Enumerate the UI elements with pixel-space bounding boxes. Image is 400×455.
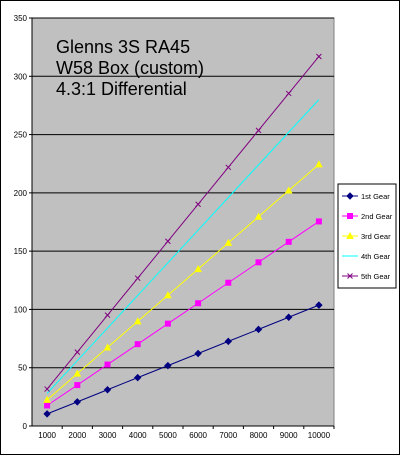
x-axis: 1000 2000 3000 4000 5000 6000 7000 8000 9000 1000… (32, 425, 335, 440)
x-tick-label: 10000 (308, 431, 331, 440)
data-point (255, 127, 262, 134)
data-point (224, 238, 233, 246)
data-point (133, 373, 142, 382)
chart-title: Glenns 3S RA45 W58 Box (custom) 4.3:1 Di… (56, 37, 204, 99)
data-point (164, 361, 172, 370)
legend-label: 3rd Gear (361, 232, 391, 241)
data-point (285, 238, 292, 245)
y-tick-label: 150 (14, 247, 28, 256)
data-point (225, 279, 232, 286)
data-point (104, 361, 111, 368)
legend: 1st Gear 2nd Gear 3rd Gear 4th Gear 5th Gear (337, 183, 397, 289)
data-point (194, 265, 202, 273)
data-point (315, 301, 323, 309)
title-line-3: 4.3:1 Differential (56, 79, 187, 99)
data-point (254, 325, 263, 334)
x-tick-label: 5000 (159, 431, 177, 440)
legend-label: 2nd Gear (361, 212, 393, 221)
y-tick-label: 300 (14, 72, 28, 81)
y-tick-label: 350 (14, 14, 28, 23)
data-point (103, 343, 112, 351)
legend-label: 1st Gear (361, 192, 390, 201)
x-tick-label: 4000 (129, 431, 147, 440)
y-axis: 0 50 100 150 200 250 300 350 (14, 14, 33, 431)
legend-label: 5th Gear (361, 272, 391, 281)
data-point (74, 349, 81, 355)
data-point (224, 337, 233, 346)
data-point (44, 386, 50, 392)
y-tick-label: 100 (14, 305, 28, 314)
data-point (284, 186, 293, 194)
series-line (46, 164, 320, 401)
data-point (285, 90, 292, 97)
data-point (195, 201, 201, 208)
data-point (164, 320, 171, 327)
series-line (46, 56, 320, 390)
title-line-1: Glenns 3S RA45 (56, 37, 190, 57)
x-tick-label: 1000 (38, 431, 56, 440)
x-tick-label: 9000 (280, 431, 298, 440)
legend-item: 3rd Gear (342, 231, 391, 241)
data-point (254, 212, 263, 220)
data-point (73, 369, 82, 377)
data-point (104, 312, 111, 318)
data-point (43, 410, 51, 418)
data-point (43, 395, 51, 403)
data-point (195, 300, 202, 307)
data-point (315, 218, 322, 225)
series-layer (43, 53, 323, 418)
y-tick-label: 200 (14, 189, 28, 198)
series-line (46, 304, 320, 415)
series-3 (43, 160, 323, 403)
series-5 (44, 53, 322, 392)
x-tick-label: 8000 (250, 431, 268, 440)
y-tick-label: 0 (23, 422, 28, 431)
x-tick-label: 3000 (99, 431, 117, 440)
data-point (134, 341, 141, 348)
legend-marker (346, 231, 354, 239)
series-4 (46, 99, 320, 394)
x-tick-label: 2000 (68, 431, 86, 440)
y-tick-label: 250 (14, 131, 28, 140)
data-point (164, 291, 172, 299)
legend-marker (347, 213, 353, 219)
data-point (44, 402, 51, 409)
legend-item: 1st Gear (342, 192, 390, 201)
data-point (73, 398, 82, 406)
data-point (255, 259, 262, 266)
series-2 (44, 218, 322, 409)
legend-marker (347, 273, 353, 279)
x-tick-label: 6000 (189, 431, 207, 440)
data-point (134, 275, 141, 282)
data-point (194, 349, 202, 358)
series-1 (43, 301, 323, 418)
y-tick-label: 50 (18, 364, 27, 373)
data-point (74, 382, 81, 389)
data-point (315, 160, 323, 168)
legend-label: 4th Gear (361, 252, 391, 261)
series-line (46, 99, 320, 394)
legend-item: 5th Gear (342, 272, 391, 281)
grid-lines (32, 17, 334, 369)
data-point (133, 317, 142, 325)
title-line-2: W58 Box (custom) (56, 58, 204, 78)
series-line (46, 221, 320, 406)
data-point (225, 164, 232, 171)
legend-item: 2nd Gear (342, 212, 393, 221)
legend-item: 4th Gear (342, 252, 391, 261)
data-point (165, 238, 171, 245)
data-point (103, 386, 112, 394)
data-point (316, 53, 322, 60)
x-tick-label: 7000 (219, 431, 237, 440)
data-point (284, 313, 293, 321)
legend-marker (346, 192, 354, 200)
